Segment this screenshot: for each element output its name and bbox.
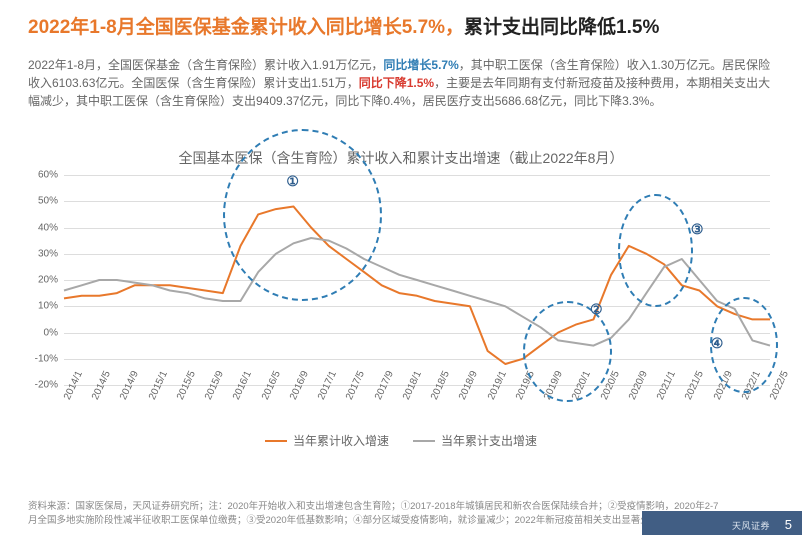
para-highlight-decline: 同比下降1.5% [359,76,434,90]
y-tick-label: 10% [18,301,58,312]
line-chart: -20%-10%0%10%20%30%40%50%60%2014/12014/5… [64,175,770,385]
legend-swatch [265,440,287,442]
y-tick-label: 40% [18,222,58,233]
annotation-circle [618,194,693,307]
para-seg1: 2022年1-8月，全国医保基金（含生育保险）累计收入1.91万亿元， [28,58,383,72]
chart-title: 全国基本医保（含生育险）累计收入和累计支出增速（截止2022年8月） [0,148,802,168]
brand-logo: 天风证券 [732,519,770,532]
legend-label: 当年累计收入增速 [293,432,389,449]
footer-bar [642,511,802,535]
source-footnote: 资料来源：国家医保局，天风证券研究所；注：2020年开始收入和支出增速包含生育险… [28,500,722,527]
y-tick-label: -10% [18,353,58,364]
chart-legend: 当年累计收入增速 当年累计支出增速 [0,432,802,449]
annotation-label: ② [590,301,603,318]
summary-paragraph: 2022年1-8月，全国医保基金（含生育保险）累计收入1.91万亿元，同比增长5… [28,56,782,110]
title-part1: 2022年1-8月全国医保基金累计收入同比增长5.7%， [28,17,464,38]
y-tick-label: 50% [18,196,58,207]
legend-label: 当年累计支出增速 [441,432,537,449]
legend-swatch [413,440,435,442]
page-number: 5 [785,517,792,532]
legend-item: 当年累计支出增速 [413,432,537,449]
y-tick-label: 30% [18,248,58,259]
annotation-label: ③ [691,221,704,238]
annotation-label: ① [286,173,299,190]
legend-item: 当年累计收入增速 [265,432,389,449]
y-tick-label: 0% [18,327,58,338]
annotation-label: ④ [711,335,724,352]
slide: 2022年1-8月全国医保基金累计收入同比增长5.7%，累计支出同比降低1.5%… [0,0,802,535]
y-tick-label: -20% [18,380,58,391]
annotation-circle [223,129,382,301]
title-part2: 累计支出同比降低1.5% [464,17,659,38]
y-tick-label: 20% [18,275,58,286]
x-tick-label: 2022/5 [768,369,791,401]
para-highlight-growth: 同比增长5.7% [383,58,458,72]
page-title: 2022年1-8月全国医保基金累计收入同比增长5.7%，累计支出同比降低1.5% [28,16,782,41]
y-tick-label: 60% [18,170,58,181]
